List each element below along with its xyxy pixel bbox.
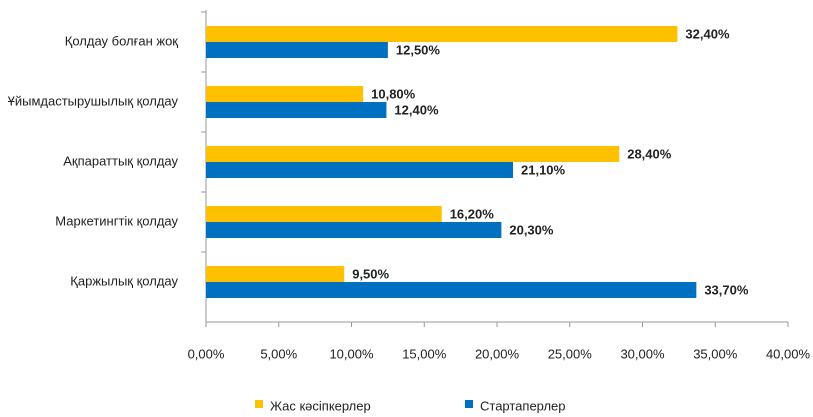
- legend-label: Жас кәсіпкерлер: [270, 398, 371, 413]
- x-tick-label: 10,00%: [329, 346, 374, 361]
- legend-swatch: [255, 400, 263, 408]
- x-tick-label: 30,00%: [620, 346, 665, 361]
- value-label: 20,30%: [509, 222, 554, 237]
- bar: [206, 42, 388, 58]
- value-label: 32,40%: [685, 26, 730, 41]
- bar: [206, 146, 620, 162]
- y-tick-label: Қолдау болған жоқ: [65, 33, 179, 48]
- value-label: 12,40%: [394, 102, 439, 117]
- legend-swatch: [465, 400, 473, 408]
- bar: [206, 266, 345, 282]
- x-tick-label: 40,00%: [766, 346, 811, 361]
- bar: [206, 162, 514, 178]
- bar: [206, 222, 502, 238]
- x-tick-label: 15,00%: [402, 346, 447, 361]
- bar: [206, 102, 387, 118]
- y-tick-label: Қаржылық қолдау: [70, 273, 178, 288]
- value-label: 12,50%: [396, 42, 441, 57]
- y-tick-label: Ақпараттық қолдау: [63, 153, 178, 168]
- x-tick-label: 25,00%: [548, 346, 593, 361]
- value-label: 21,10%: [521, 162, 566, 177]
- y-tick-label: Маркетингтік қолдау: [55, 213, 178, 228]
- value-label: 28,40%: [627, 146, 672, 161]
- bar: [206, 282, 697, 298]
- bar: [206, 86, 364, 102]
- value-label: 33,70%: [704, 282, 749, 297]
- bar: [206, 206, 442, 222]
- value-label: 10,80%: [371, 86, 416, 101]
- x-tick-label: 0,00%: [188, 346, 225, 361]
- value-label: 9,50%: [352, 266, 389, 281]
- bar: [206, 26, 678, 42]
- x-tick-label: 35,00%: [693, 346, 738, 361]
- x-tick-label: 20,00%: [475, 346, 520, 361]
- value-label: 16,20%: [450, 206, 495, 221]
- legend-label: Стартаперлер: [480, 398, 566, 413]
- x-tick-label: 5,00%: [260, 346, 297, 361]
- y-tick-label: Ұйымдастырушылық қолдау: [8, 93, 179, 108]
